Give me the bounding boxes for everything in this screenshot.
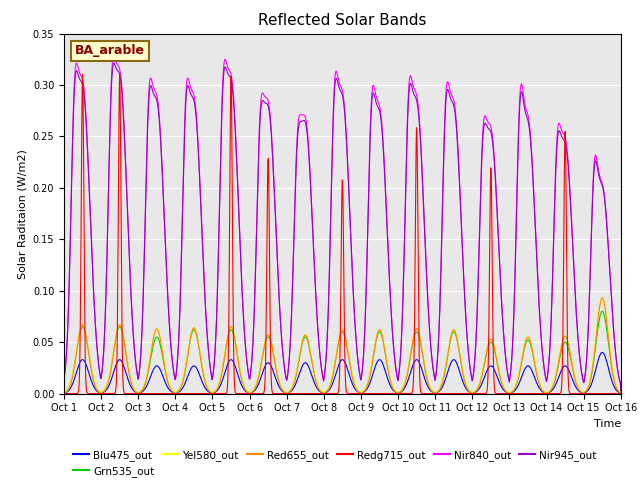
Blu475_out	[617, 391, 625, 396]
Nir840_out	[617, 391, 625, 396]
Yel580_out	[617, 391, 625, 396]
Red655_out	[551, 379, 559, 384]
Grn535_out	[60, 390, 68, 396]
Line: Blu475_out: Blu475_out	[64, 352, 621, 394]
Yel580_out	[184, 349, 191, 355]
Nir945_out	[184, 83, 192, 89]
Line: Nir945_out: Nir945_out	[64, 63, 621, 394]
Y-axis label: Solar Raditaion (W/m2): Solar Raditaion (W/m2)	[17, 149, 27, 278]
Redg715_out	[502, 391, 510, 396]
Line: Redg715_out: Redg715_out	[64, 75, 621, 394]
Blu475_out	[184, 373, 191, 379]
Blu475_out	[429, 389, 436, 395]
Blu475_out	[60, 390, 68, 396]
Grn535_out	[598, 309, 606, 314]
Red655_out	[617, 391, 625, 396]
Red655_out	[184, 352, 191, 358]
Yel580_out	[551, 376, 559, 382]
Grn535_out	[429, 388, 436, 394]
Nir840_out	[60, 375, 68, 381]
Redg715_out	[247, 391, 255, 396]
Line: Grn535_out: Grn535_out	[64, 312, 621, 394]
Blu475_out	[551, 384, 559, 389]
Redg715_out	[185, 391, 193, 396]
Yel580_out	[170, 389, 178, 395]
Nir945_out	[617, 391, 625, 396]
Grn535_out	[551, 378, 559, 384]
Redg715_out	[429, 391, 437, 396]
Red655_out	[502, 388, 509, 394]
Blu475_out	[170, 390, 178, 396]
Yel580_out	[429, 388, 436, 394]
Nir945_out	[60, 376, 68, 382]
Nir840_out	[184, 75, 192, 81]
Nir840_out	[246, 371, 254, 376]
Yel580_out	[60, 390, 68, 396]
Redg715_out	[79, 72, 86, 78]
Redg715_out	[134, 391, 142, 396]
Redg715_out	[172, 391, 179, 396]
Grn535_out	[246, 390, 254, 396]
Nir840_out	[171, 374, 179, 380]
Yel580_out	[598, 295, 606, 301]
Red655_out	[246, 390, 254, 396]
Nir945_out	[171, 375, 179, 381]
Red655_out	[60, 390, 68, 396]
Nir945_out	[110, 60, 118, 66]
Redg715_out	[60, 391, 68, 396]
X-axis label: Time: Time	[593, 419, 621, 429]
Nir840_out	[110, 53, 118, 59]
Blu475_out	[246, 390, 254, 396]
Nir840_out	[502, 357, 509, 362]
Red655_out	[429, 389, 436, 395]
Yel580_out	[246, 390, 254, 396]
Grn535_out	[502, 387, 509, 393]
Redg715_out	[617, 391, 625, 396]
Grn535_out	[617, 391, 625, 396]
Nir945_out	[429, 366, 437, 372]
Nir945_out	[551, 192, 559, 197]
Blu475_out	[598, 349, 606, 355]
Legend: Blu475_out, Grn535_out, Yel580_out, Red655_out, Redg715_out, Nir840_out, Nir945_: Blu475_out, Grn535_out, Yel580_out, Red6…	[69, 445, 600, 480]
Red655_out	[598, 295, 606, 301]
Yel580_out	[502, 387, 509, 393]
Grn535_out	[170, 389, 178, 395]
Nir840_out	[429, 366, 437, 372]
Nir945_out	[246, 371, 254, 377]
Blu475_out	[502, 389, 509, 395]
Text: BA_arable: BA_arable	[75, 44, 145, 58]
Title: Reflected Solar Bands: Reflected Solar Bands	[258, 13, 427, 28]
Line: Yel580_out: Yel580_out	[64, 298, 621, 394]
Red655_out	[170, 390, 178, 396]
Line: Red655_out: Red655_out	[64, 298, 621, 394]
Grn535_out	[184, 351, 191, 357]
Nir945_out	[502, 357, 509, 363]
Redg715_out	[552, 391, 559, 396]
Nir840_out	[551, 185, 559, 191]
Line: Nir840_out: Nir840_out	[64, 56, 621, 394]
